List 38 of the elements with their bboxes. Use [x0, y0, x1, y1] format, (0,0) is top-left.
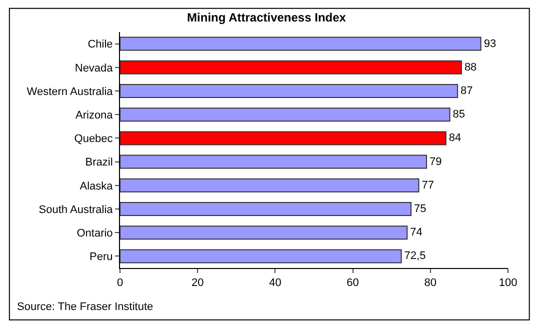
bar: [120, 202, 412, 216]
chart-title: Mining Attractiveness Index: [187, 10, 346, 25]
y-tick-label: Peru: [90, 251, 113, 264]
data-label: 88: [464, 61, 477, 74]
data-label: 84: [448, 132, 462, 144]
y-tick-label: Quebec: [74, 133, 114, 146]
y-tick-label: Alaska: [80, 180, 114, 192]
y-tick-label: South Australia: [38, 204, 114, 216]
data-label: 93: [484, 38, 496, 50]
bar: [120, 226, 408, 240]
y-tick-label: Chile: [88, 38, 113, 51]
x-tick-label: 60: [346, 277, 359, 290]
data-label: 85: [452, 108, 466, 121]
bar: [120, 108, 450, 122]
x-tick-label: 40: [269, 277, 282, 290]
bar: [120, 36, 482, 51]
x-tick-label: 20: [191, 277, 204, 290]
y-tick-label: Western Australia: [26, 86, 114, 98]
y-tick-label: Arizona: [76, 109, 114, 122]
bar: [120, 154, 428, 169]
source-note: Source: The Fraser Institute: [17, 301, 154, 313]
data-label: 74: [410, 226, 422, 239]
bar: [120, 249, 402, 264]
x-tick-label: 0: [116, 277, 124, 290]
y-tick-label: Nevada: [74, 62, 114, 74]
bar: [120, 60, 462, 74]
bar: [120, 131, 446, 146]
data-label: 87: [460, 85, 473, 97]
y-tick-label: Ontario: [76, 227, 113, 240]
y-tick-label: Brazil: [85, 156, 113, 169]
data-label: 75: [414, 203, 426, 215]
x-tick-label: 80: [424, 277, 437, 290]
bar: [120, 84, 458, 98]
x-tick-label: 100: [498, 277, 518, 290]
data-label: 77: [422, 179, 434, 192]
bar: [120, 178, 420, 192]
data-label: 72,5: [404, 250, 426, 262]
data-label: 79: [430, 156, 442, 168]
